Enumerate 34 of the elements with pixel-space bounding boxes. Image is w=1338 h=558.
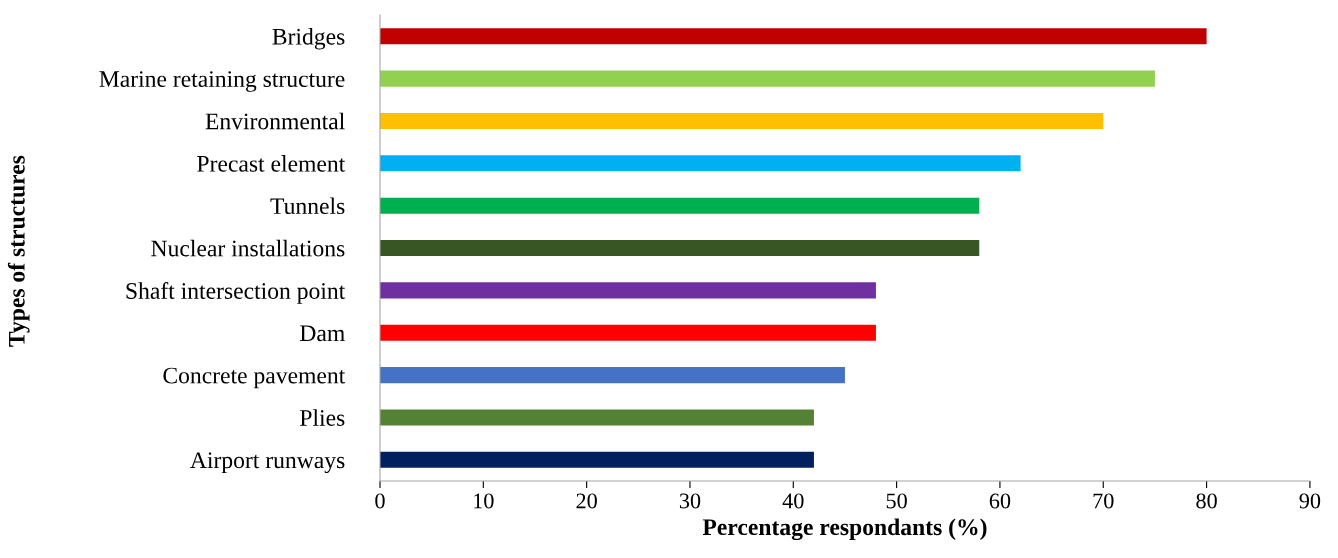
x-tick-label: 40 <box>782 493 804 509</box>
x-tick-label: 80 <box>1196 493 1217 509</box>
x-tick-label: 90 <box>1299 493 1321 509</box>
y-tick-label: Environmental <box>205 112 345 130</box>
y-tick-label: Concrete pavement <box>163 367 346 389</box>
y-tick-label: Tunnels <box>270 197 345 215</box>
bar <box>379 282 876 299</box>
bar <box>379 451 814 468</box>
bar <box>379 155 1021 172</box>
x-tick-label: 50 <box>886 493 907 509</box>
bar <box>379 239 980 257</box>
x-tick-label: 30 <box>679 493 701 509</box>
bar <box>379 28 1207 45</box>
y-tick-label: Marine retaining structure <box>99 71 345 92</box>
y-tick-label: Dam <box>300 325 345 342</box>
y-tick-label: Plies <box>300 409 345 426</box>
x-tick-label: 60 <box>989 493 1011 509</box>
bar <box>379 367 845 384</box>
y-tick-label: Precast element <box>197 155 346 172</box>
y-axis-title: Types of structures <box>7 155 30 347</box>
y-tick-label: Bridges <box>272 28 345 50</box>
x-axis-title: Percentage respondants (%) <box>702 518 987 541</box>
x-tick-label: 20 <box>576 493 597 509</box>
bar <box>379 409 814 426</box>
y-tick-label: Airport runways <box>190 452 345 474</box>
x-tick-label: 0 <box>375 493 385 509</box>
y-tick-label: Nuclear installations <box>151 239 345 257</box>
x-tick-label: 70 <box>1093 493 1114 509</box>
bar <box>379 112 1104 130</box>
bar <box>379 324 876 341</box>
y-tick-label: Shaft intersection point <box>126 282 346 304</box>
x-tick-label: 10 <box>474 493 494 509</box>
bar <box>379 197 980 214</box>
bar <box>379 70 1155 87</box>
